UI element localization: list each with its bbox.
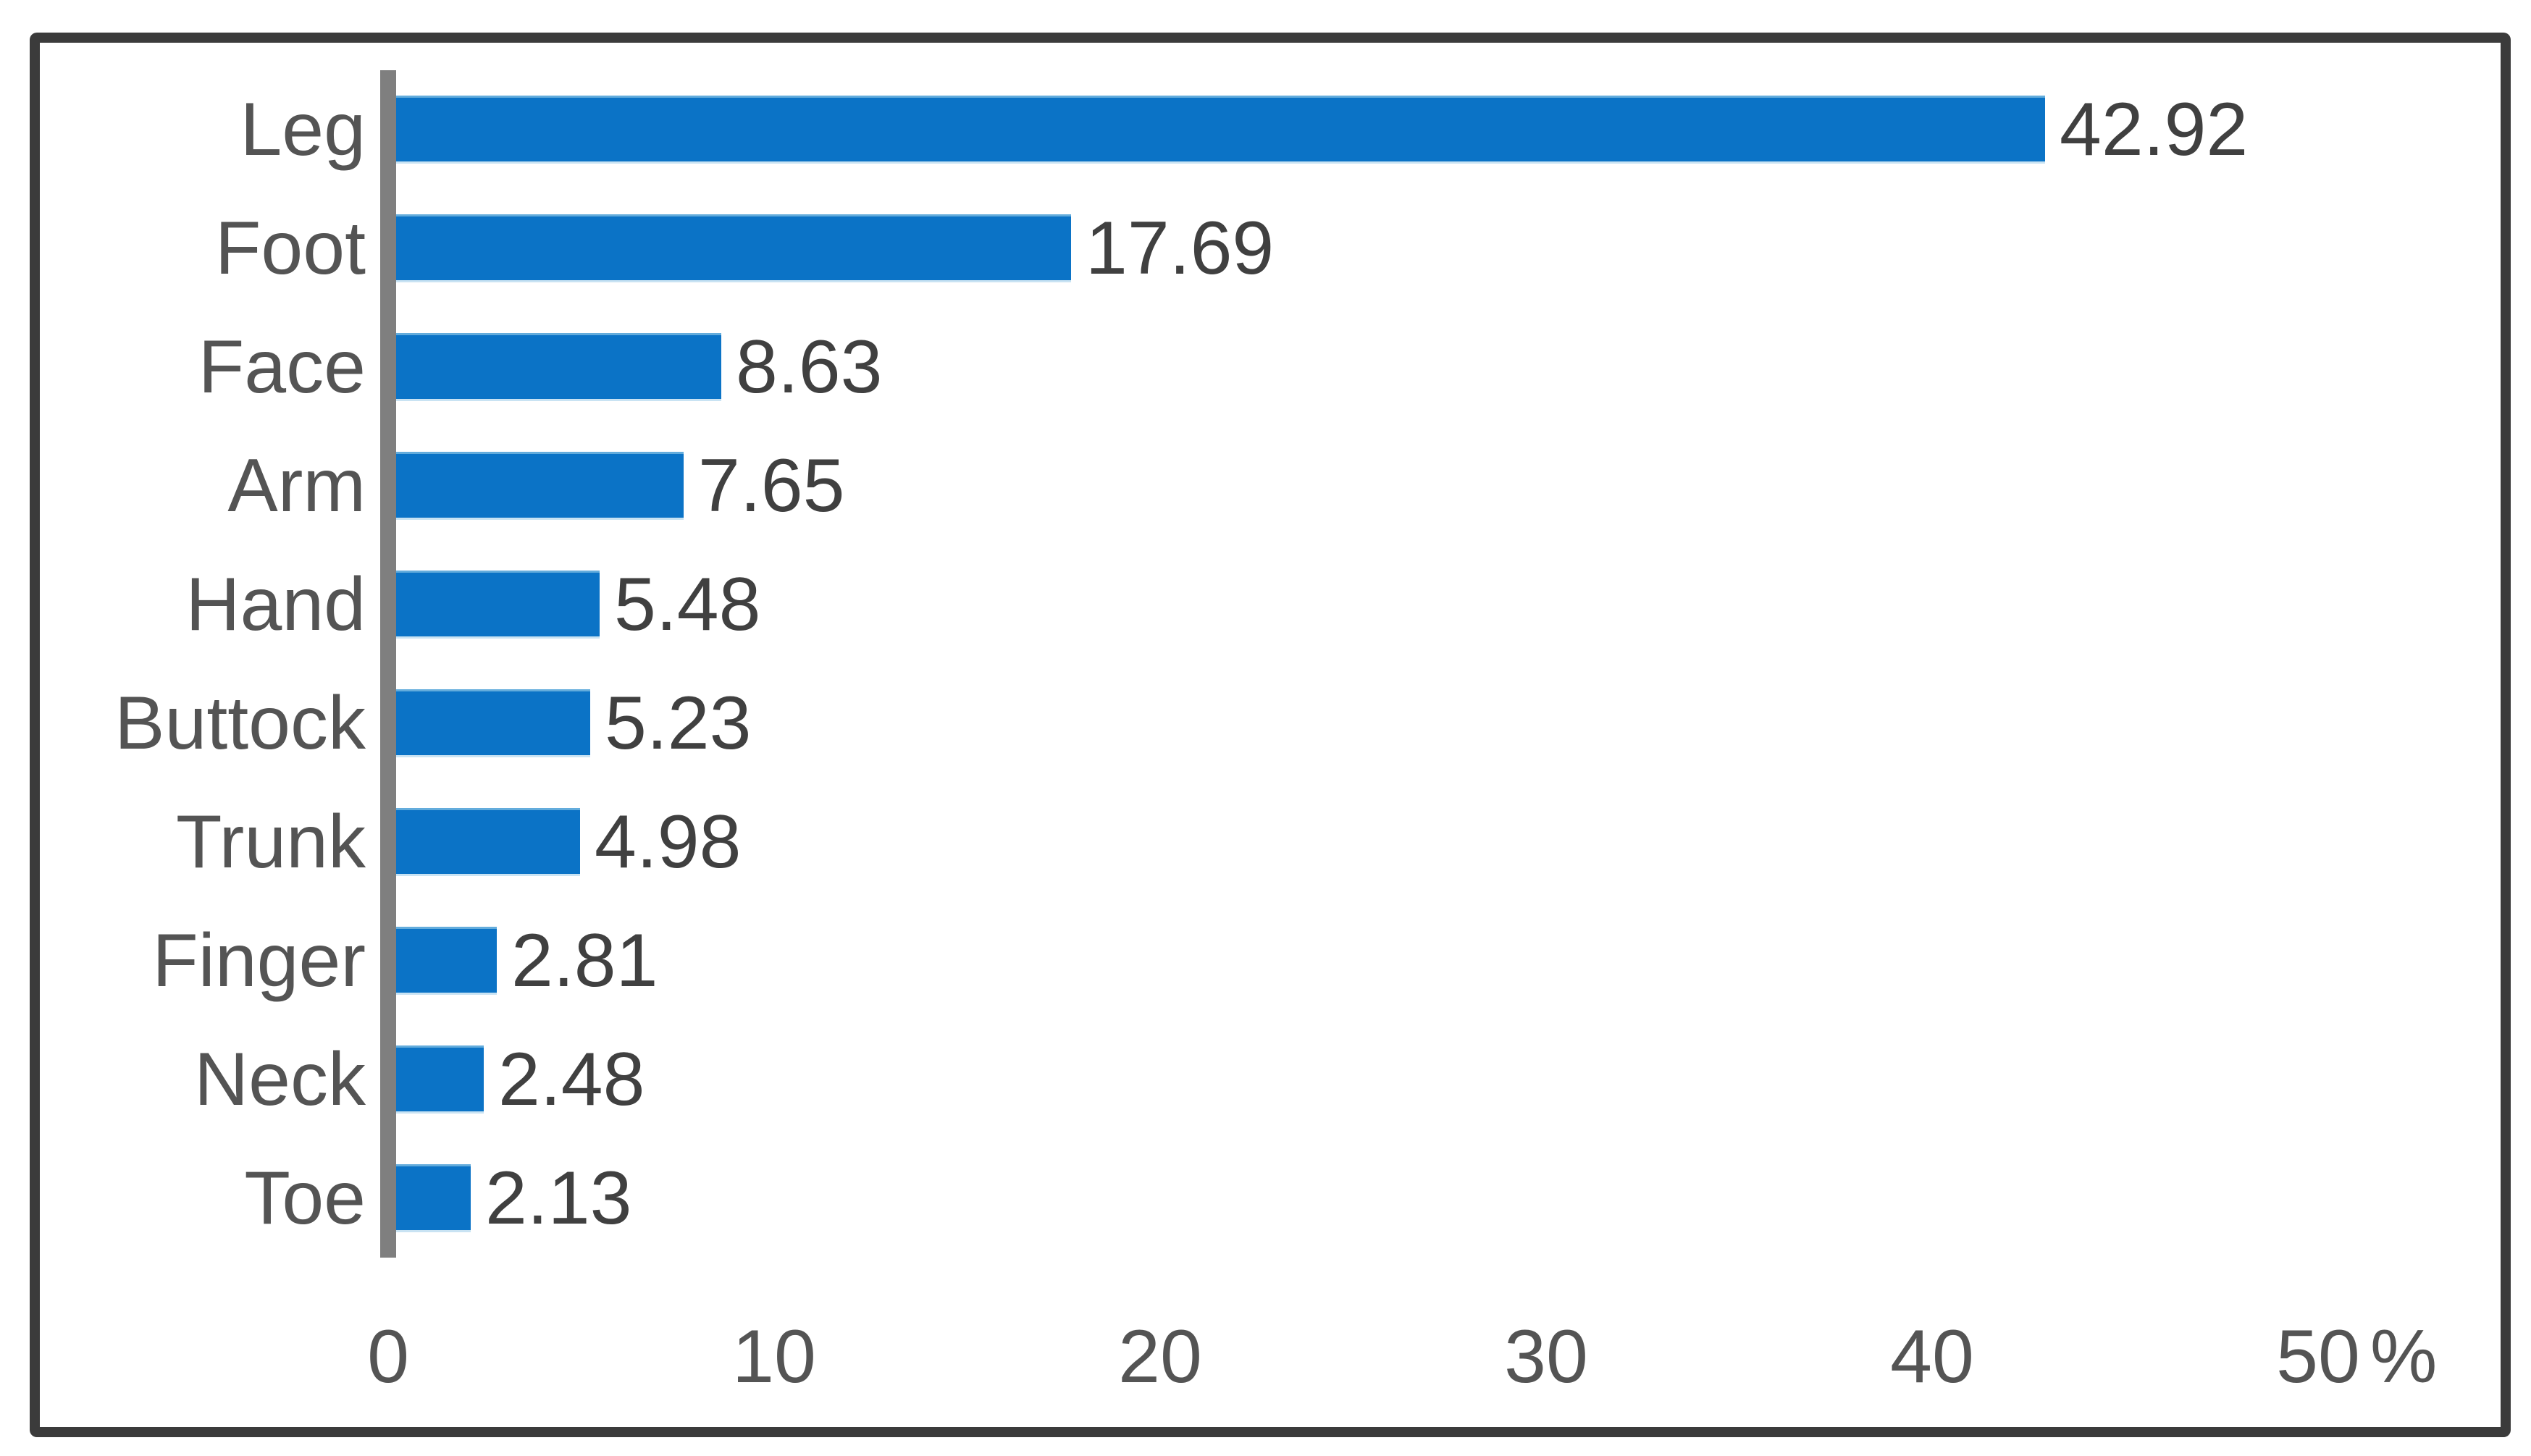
chart-border-frame (30, 33, 2511, 1437)
x-axis-tick-label: 30 (1504, 1315, 1588, 1399)
value-label: 2.48 (498, 1037, 645, 1122)
bar (396, 333, 721, 401)
bar (396, 571, 600, 639)
x-axis-tick-label: 50% (2276, 1315, 2438, 1399)
x-axis-tick-label: 10 (732, 1315, 816, 1399)
bar (396, 214, 1071, 282)
value-label: 2.13 (485, 1156, 632, 1240)
value-label: 17.69 (1086, 206, 1275, 290)
value-label: 5.48 (614, 562, 761, 647)
category-label: Foot (214, 206, 366, 290)
value-label: 8.63 (736, 324, 883, 409)
bar (396, 927, 497, 995)
value-label: 4.98 (595, 799, 742, 884)
category-label: Trunk (176, 799, 366, 884)
category-label: Leg (240, 87, 366, 172)
bar (396, 1164, 471, 1232)
category-label: Arm (227, 443, 366, 528)
x-axis-unit-percent: % (2370, 1315, 2438, 1399)
value-label: 7.65 (698, 443, 845, 528)
category-label: Hand (185, 562, 366, 647)
x-axis-tick-label: 20 (1118, 1315, 1202, 1399)
category-label: Toe (244, 1156, 366, 1240)
bar (396, 452, 684, 520)
bar (396, 808, 580, 876)
category-label: Face (198, 324, 366, 409)
value-label: 42.92 (2060, 87, 2249, 172)
value-label: 5.23 (605, 681, 752, 765)
bar (396, 689, 590, 757)
category-label: Neck (194, 1037, 366, 1122)
bar (396, 1045, 484, 1114)
category-label: Finger (152, 918, 366, 1003)
x-axis-tick-label: 0 (367, 1315, 409, 1399)
category-label: Buttock (114, 681, 366, 765)
value-label: 2.81 (511, 918, 658, 1003)
y-axis-line (380, 70, 396, 1258)
x-axis-tick-label: 40 (1890, 1315, 1974, 1399)
bar (396, 96, 2045, 164)
